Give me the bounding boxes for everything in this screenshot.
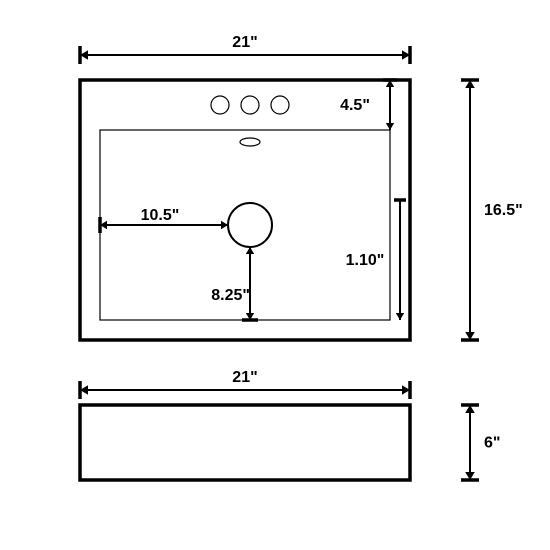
arrowhead: [386, 123, 394, 130]
dim-drain-left: 10.5": [141, 207, 180, 224]
faucet-hole-1: [241, 96, 259, 114]
overflow-slot: [240, 138, 260, 146]
dim-width-side: 21": [232, 369, 257, 386]
arrowhead: [221, 221, 228, 229]
sink-side-rect: [80, 405, 410, 480]
dim-width-top: 21": [232, 34, 257, 51]
faucet-hole-2: [271, 96, 289, 114]
dim-faucet-deck: 4.5": [340, 97, 370, 114]
dim-inner-edge: 1.10": [346, 252, 385, 269]
dim-height: 6": [484, 435, 500, 452]
arrowhead: [246, 247, 254, 254]
dim-drain-bottom: 8.25": [211, 287, 250, 304]
faucet-hole-0: [211, 96, 229, 114]
drain-circle: [228, 203, 272, 247]
dim-depth: 16.5": [484, 202, 523, 219]
arrowhead: [396, 313, 404, 320]
